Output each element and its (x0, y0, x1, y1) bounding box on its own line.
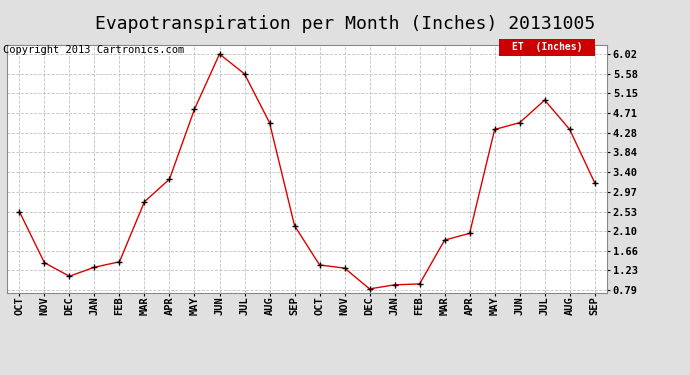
Text: Copyright 2013 Cartronics.com: Copyright 2013 Cartronics.com (3, 45, 185, 55)
Text: Evapotranspiration per Month (Inches) 20131005: Evapotranspiration per Month (Inches) 20… (95, 15, 595, 33)
